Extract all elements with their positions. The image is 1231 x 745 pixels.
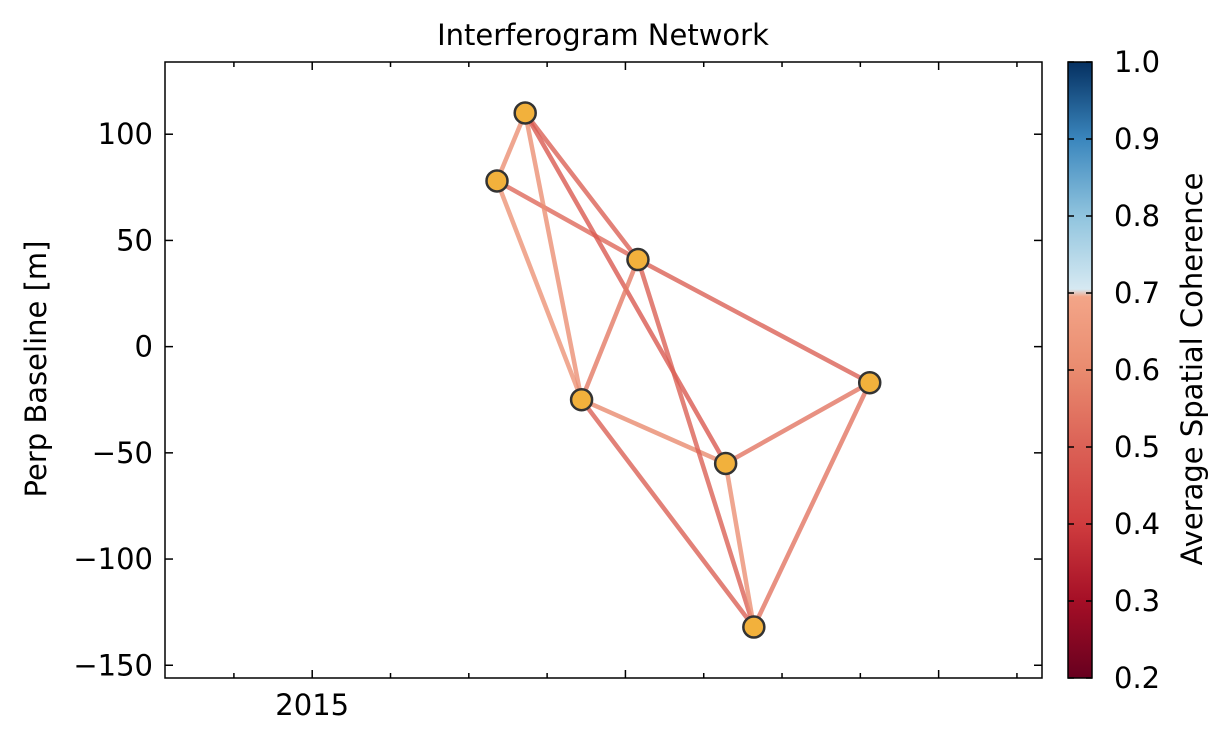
y-axis-label: Perp Baseline [m] [19,241,53,498]
colorbar-tick-label: 0.4 [1114,507,1160,541]
network-edge [494,110,528,184]
network-edge [522,110,584,402]
colorbar-tick-label: 0.8 [1114,199,1160,233]
colorbar-tick-label: 0.3 [1114,584,1160,618]
network-edge [579,397,757,630]
acquisition-point [742,615,766,639]
colorbar-label: Average Spatial Coherence [1175,173,1209,566]
network-edge [635,257,872,385]
edges-layer [494,110,872,630]
network-edge [579,397,728,466]
network-edge [723,380,872,466]
acquisition-point [513,101,537,125]
colorbar-tick-label: 0.2 [1114,661,1160,695]
network-edge [522,110,641,262]
network-edge [494,178,641,262]
colorbar-tick-label: 0.7 [1114,276,1160,310]
network-edge [635,257,757,630]
colorbar-tick-label: 1.0 [1114,45,1160,79]
network-edge [579,257,641,402]
y-ticks-layer: 100 50 0 −50 −100 −150 [73,117,1042,682]
colorbar-tick-label: 0.5 [1114,430,1160,464]
acquisition-point [713,451,738,476]
plot-frame [164,61,1043,679]
y-tick-label: 100 [98,117,153,151]
x-tick-label: 2015 [275,688,349,722]
y-tick-label: 0 [135,330,153,364]
y-tick-label: −150 [73,648,153,682]
x-ticks-layer: 2015 [233,62,1018,722]
colorbar-tick-label: 0.6 [1114,353,1160,387]
network-edge [723,461,757,630]
acquisition-point [857,370,882,395]
colorbar-tick-label: 0.9 [1114,122,1160,156]
acquisition-point [485,169,509,193]
colorbar-ticks-layer: 0.2 0.3 0.4 0.5 0.6 0.7 0.8 0.9 1.0 [1068,45,1160,695]
y-tick-label: −100 [73,542,153,576]
chart-title: Interferogram Network [437,18,769,52]
y-tick-label: −50 [92,436,153,470]
nodes-layer [485,101,882,639]
acquisition-point [569,387,594,412]
network-edge [494,178,584,402]
y-tick-label: 50 [116,223,153,257]
network-edge [751,380,872,630]
acquisition-point [626,247,650,272]
